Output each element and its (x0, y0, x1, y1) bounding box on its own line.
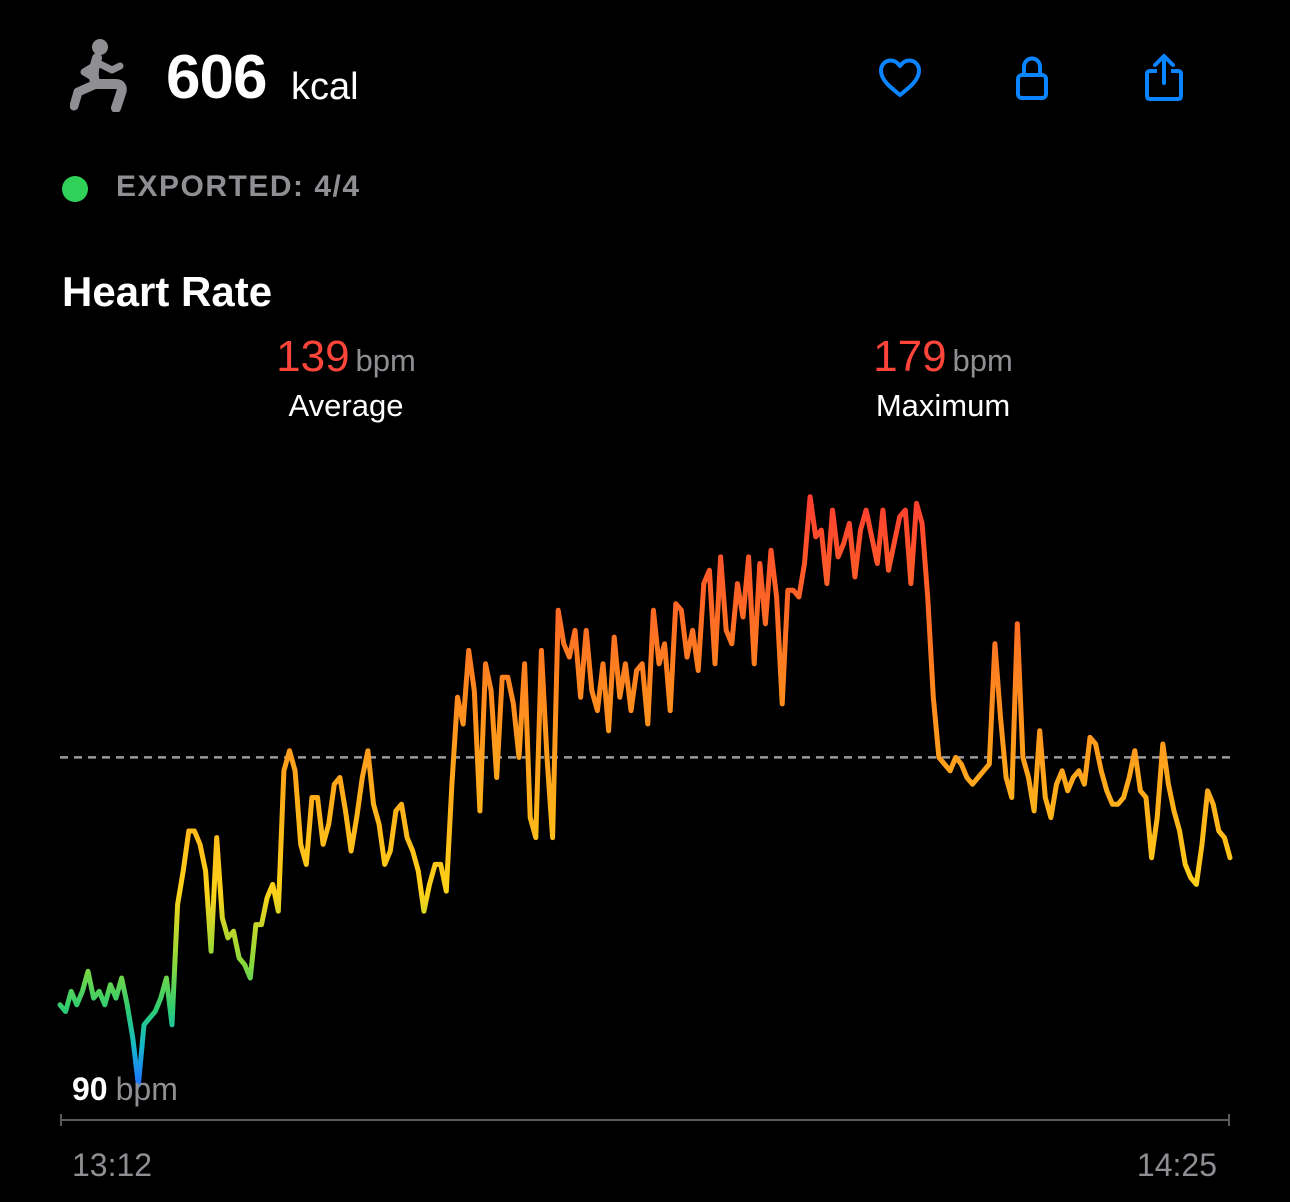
strength-training-figure-icon (70, 39, 127, 112)
heart-rate-chart-svg: 90 bpm 13:12 14:25 (57, 494, 1233, 1183)
maximum-value: 179 (873, 332, 947, 381)
average-heart-rate: 139 bpm Average (196, 332, 496, 424)
maximum-label: Maximum (875, 388, 1011, 423)
x-axis-end-label: 14:25 (1137, 1147, 1217, 1183)
heart-rate-series-line (57, 494, 1233, 1088)
export-status-dot (62, 176, 88, 202)
heart-icon (879, 58, 921, 97)
favorite-button[interactable] (872, 50, 928, 106)
share-button[interactable] (1136, 50, 1192, 106)
maximum-unit: bpm (952, 343, 1013, 378)
min-heart-rate-label: 90 bpm (72, 1071, 178, 1107)
average-value: 139 (276, 332, 350, 381)
calories-unit: kcal (291, 66, 359, 108)
average-unit: bpm (355, 343, 416, 378)
lock-icon (1016, 56, 1048, 100)
heart-rate-chart: 90 bpm 13:12 14:25 (0, 460, 1290, 1202)
export-status-text: EXPORTED: 4/4 (116, 170, 361, 203)
heart-rate-title: Heart Rate (62, 268, 273, 315)
x-axis-start-label: 13:12 (72, 1147, 152, 1183)
average-label: Average (288, 388, 404, 423)
lock-button[interactable] (1004, 50, 1060, 106)
workout-header: 606 kcal (0, 0, 1290, 150)
maximum-heart-rate: 179 bpm Maximum (793, 332, 1093, 424)
calories-value: 606 (166, 43, 267, 112)
share-icon (1145, 54, 1183, 101)
